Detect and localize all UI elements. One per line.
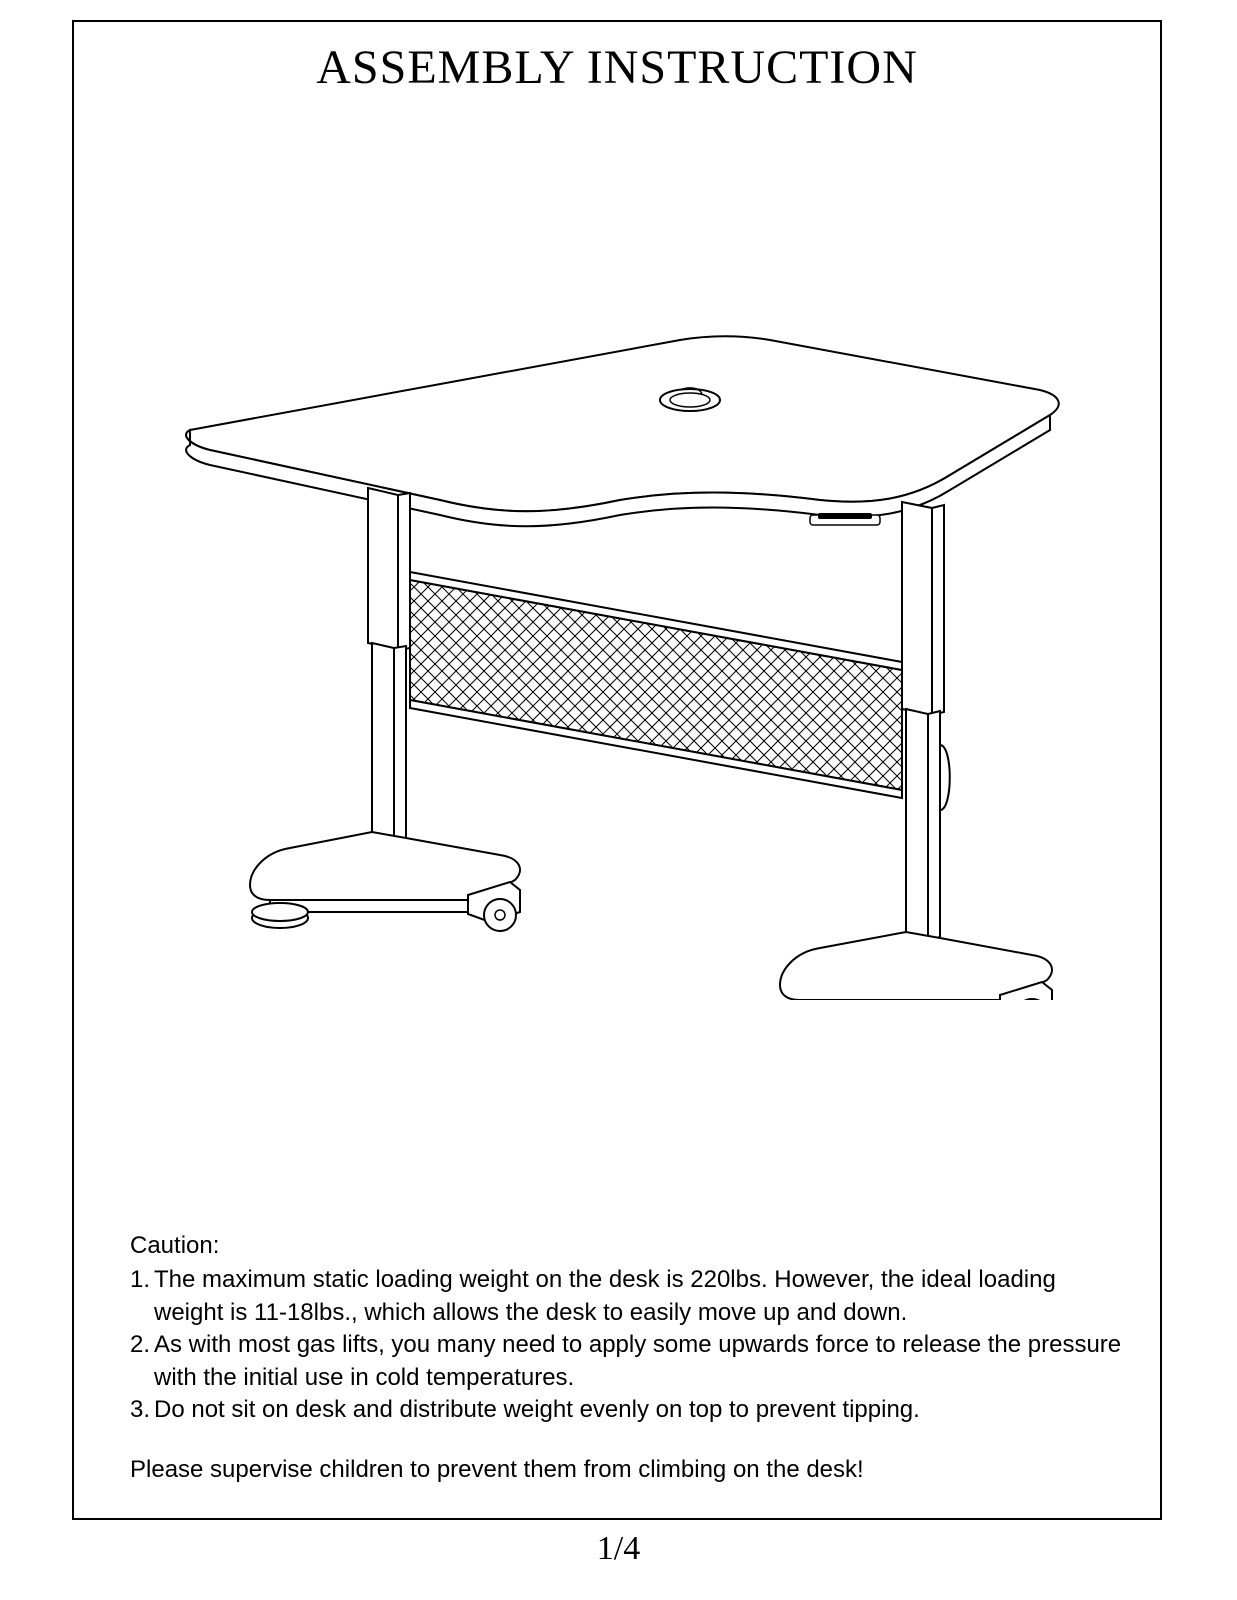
caution-item-text: As with most gas lifts, you many need to…: [154, 1331, 1121, 1390]
control-paddle: [810, 513, 880, 525]
grommet-hole-inner: [670, 393, 710, 407]
caution-item-text: Do not sit on desk and distribute weight…: [154, 1396, 920, 1423]
desk-illustration: [120, 300, 1120, 1000]
caution-item: 1.The maximum static loading weight on t…: [130, 1264, 1130, 1329]
caution-label: Caution:: [130, 1230, 1130, 1262]
modesty-panel: [410, 572, 902, 798]
page-number: 1/4: [0, 1530, 1237, 1568]
caution-block: Caution: 1.The maximum static loading we…: [130, 1230, 1130, 1487]
page-title: ASSEMBLY INSTRUCTION: [72, 40, 1162, 95]
supervise-warning: Please supervise children to prevent the…: [130, 1454, 1130, 1486]
caution-item: 3.Do not sit on desk and distribute weig…: [130, 1394, 1130, 1426]
caution-item: 2.As with most gas lifts, you many need …: [130, 1329, 1130, 1394]
document-page: ASSEMBLY INSTRUCTION: [0, 0, 1237, 1600]
caution-list: 1.The maximum static loading weight on t…: [130, 1264, 1130, 1426]
caution-item-text: The maximum static loading weight on the…: [154, 1266, 1056, 1325]
